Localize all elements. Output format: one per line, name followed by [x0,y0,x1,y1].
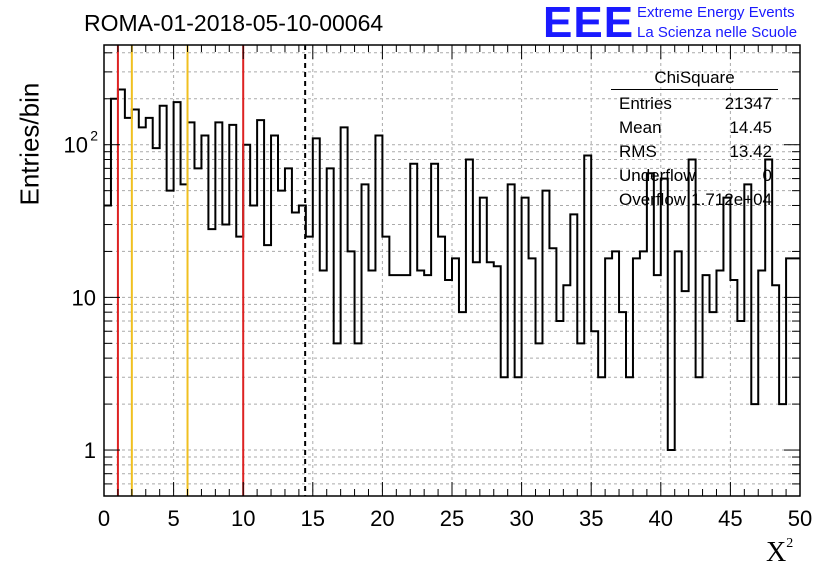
x-tick-label: 45 [718,506,742,531]
y-tick-label: 1 [84,438,96,463]
stats-key: RMS [619,142,657,161]
x-tick-label: 20 [370,506,394,531]
eee-logo: EEE [543,0,635,47]
stats-key: Underflow [619,166,696,185]
x-tick-label: 15 [301,506,325,531]
stats-row-mean: Mean 14.45 [611,116,778,140]
logo-line-2: La Scienza nelle Scuole [637,24,798,41]
stats-box: ChiSquare Entries 21347 Mean 14.45 RMS 1… [611,68,778,212]
y-tick-label: 10 [72,285,96,310]
stats-row-entries: Entries 21347 [611,92,778,116]
stats-value: 21347 [724,94,772,113]
stats-row-overflow: Overflow 1.712e+04 [611,188,778,212]
x-tick-label: 40 [649,506,673,531]
logo-line-1: Extreme Energy Events [637,4,795,21]
stats-value: 1.712e+04 [691,190,772,209]
x-tick-label: 25 [440,506,464,531]
x-tick-label: 35 [579,506,603,531]
stats-value: 0 [762,166,772,185]
y-tick-label: 10 [64,133,88,158]
x-tick-label: 5 [167,506,179,531]
stats-value: 14.45 [729,118,772,137]
x-tick-label: 10 [231,506,255,531]
chart-title: ROMA-01-2018-05-10-00064 [84,10,384,36]
x-axis-label: X2 [766,536,794,568]
stats-row-rms: RMS 13.42 [611,140,778,164]
stats-key: Entries [619,94,672,113]
stats-title: ChiSquare [611,68,778,90]
y-axis-label: Entries/bin [14,82,45,206]
stats-row-underflow: Underflow 0 [611,164,778,188]
stats-key: Overflow [619,190,687,209]
x-tick-label: 50 [788,506,812,531]
stats-value: 13.42 [729,142,772,161]
y-tick-label-exponent: 2 [90,128,98,144]
histogram-series [104,88,800,452]
x-tick-label: 30 [509,506,533,531]
stats-key: Mean [619,118,662,137]
x-tick-label: 0 [98,506,110,531]
